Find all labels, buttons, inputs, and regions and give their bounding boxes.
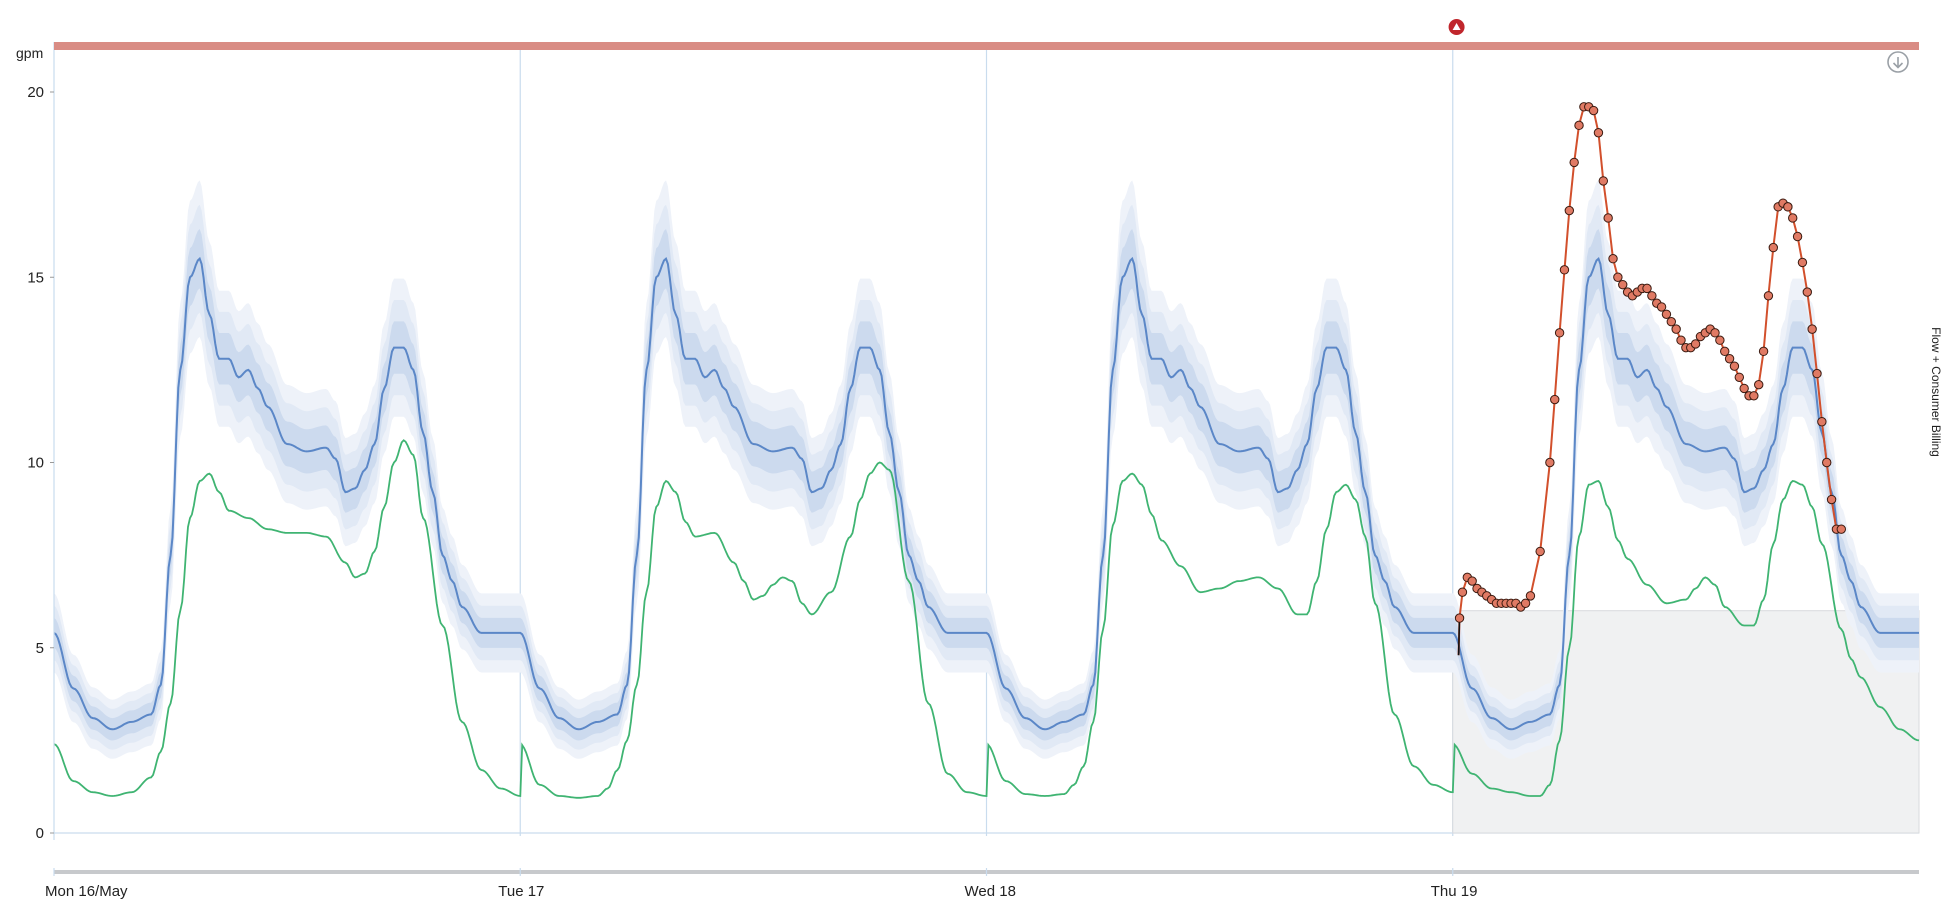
actual-flow-point	[1525, 591, 1536, 601]
actual-flow-point	[1802, 287, 1812, 297]
actual-flow-point	[1826, 494, 1837, 505]
y-tick-label: 10	[27, 455, 44, 472]
actual-flow-point	[1676, 335, 1686, 345]
actual-flow-point	[1729, 361, 1740, 371]
actual-flow-point	[1642, 283, 1652, 294]
x-tick-label: Mon 16/May	[45, 883, 128, 900]
alarm-band[interactable]	[54, 19, 1919, 50]
actual-flow-point	[1564, 205, 1575, 216]
actual-flow-point	[1574, 120, 1584, 131]
x-tick-label: Thu 19	[1431, 883, 1478, 900]
actual-flow-point	[1559, 265, 1570, 275]
actual-flow-point	[1792, 231, 1803, 242]
actual-flow-point	[1788, 213, 1798, 223]
actual-flow-point	[1715, 335, 1725, 345]
actual-flow-point	[1763, 291, 1774, 301]
actual-flow-point	[1613, 272, 1623, 282]
x-tick-label: Wed 18	[965, 883, 1016, 900]
actual-flow-point	[1797, 257, 1808, 268]
actual-flow-point	[1454, 613, 1465, 623]
actual-gap-line	[1457, 618, 1461, 656]
actual-flow-point	[1467, 576, 1477, 586]
actual-flow-point	[1666, 317, 1677, 327]
y-tick-label: 5	[36, 640, 44, 657]
expected-confidence-bands	[54, 180, 1919, 759]
actual-flow-point	[1754, 379, 1764, 390]
band-mid	[54, 204, 1919, 750]
actual-flow-point	[1710, 328, 1720, 338]
actual-flow-point	[1749, 391, 1759, 401]
actual-flow-point	[1758, 346, 1769, 357]
side-title: Flow + Consumer Billing	[1929, 327, 1943, 457]
actual-flow-point	[1457, 587, 1468, 597]
actual-flow-point	[1812, 368, 1822, 379]
alarm-band-bar	[54, 42, 1919, 50]
actual-flow-point	[1603, 213, 1613, 223]
actual-flow-point	[1588, 105, 1599, 116]
actual-flow-point	[1520, 598, 1531, 608]
actual-flow-point	[1598, 176, 1609, 186]
alarm-marker-icon	[1452, 23, 1461, 30]
actual-flow-point	[1554, 328, 1565, 338]
actual-flow-point	[1545, 457, 1555, 468]
actual-flow-point	[1720, 346, 1730, 357]
actual-flow-point	[1535, 546, 1545, 557]
actual-flow-point	[1734, 372, 1744, 382]
actual-flow-point	[1690, 339, 1701, 349]
expected-flow-line	[53, 256, 1919, 731]
actual-flow-point	[1817, 417, 1827, 427]
actual-flow-markers	[1454, 102, 1846, 623]
y-tick-label: 0	[36, 825, 44, 842]
actual-flow-point	[1768, 242, 1778, 253]
actual-flow-point	[1671, 324, 1681, 334]
actual-flow-point	[1618, 279, 1628, 290]
y-tick-label: 15	[27, 269, 44, 286]
actual-flow-point	[1836, 524, 1846, 534]
actual-flow-point	[1608, 254, 1618, 264]
actual-flow-point	[1661, 309, 1672, 319]
band-inner	[54, 229, 1919, 741]
actual-flow-point	[1783, 202, 1793, 212]
actual-flow-point	[1569, 157, 1579, 168]
actual-flow-point	[1822, 457, 1832, 468]
y-unit-label: gpm	[16, 45, 43, 61]
actual-flow-point	[1593, 128, 1604, 138]
actual-flow-point	[1550, 394, 1560, 405]
actual-flow-point	[1739, 383, 1749, 394]
x-tick-label: Tue 17	[498, 883, 544, 900]
actual-flow-point	[1807, 324, 1817, 334]
actual-flow-point	[1724, 354, 1735, 364]
y-tick-label: 20	[27, 84, 44, 101]
billing-line	[53, 439, 1920, 799]
actual-flow-point	[1656, 302, 1667, 312]
download-icon[interactable]	[1887, 51, 1909, 73]
chart-axes: 0 5 10 15 20 Mon 16/May Tue 17 Wed 18 Thu 19	[27, 42, 1919, 900]
actual-flow-point	[1647, 291, 1657, 301]
